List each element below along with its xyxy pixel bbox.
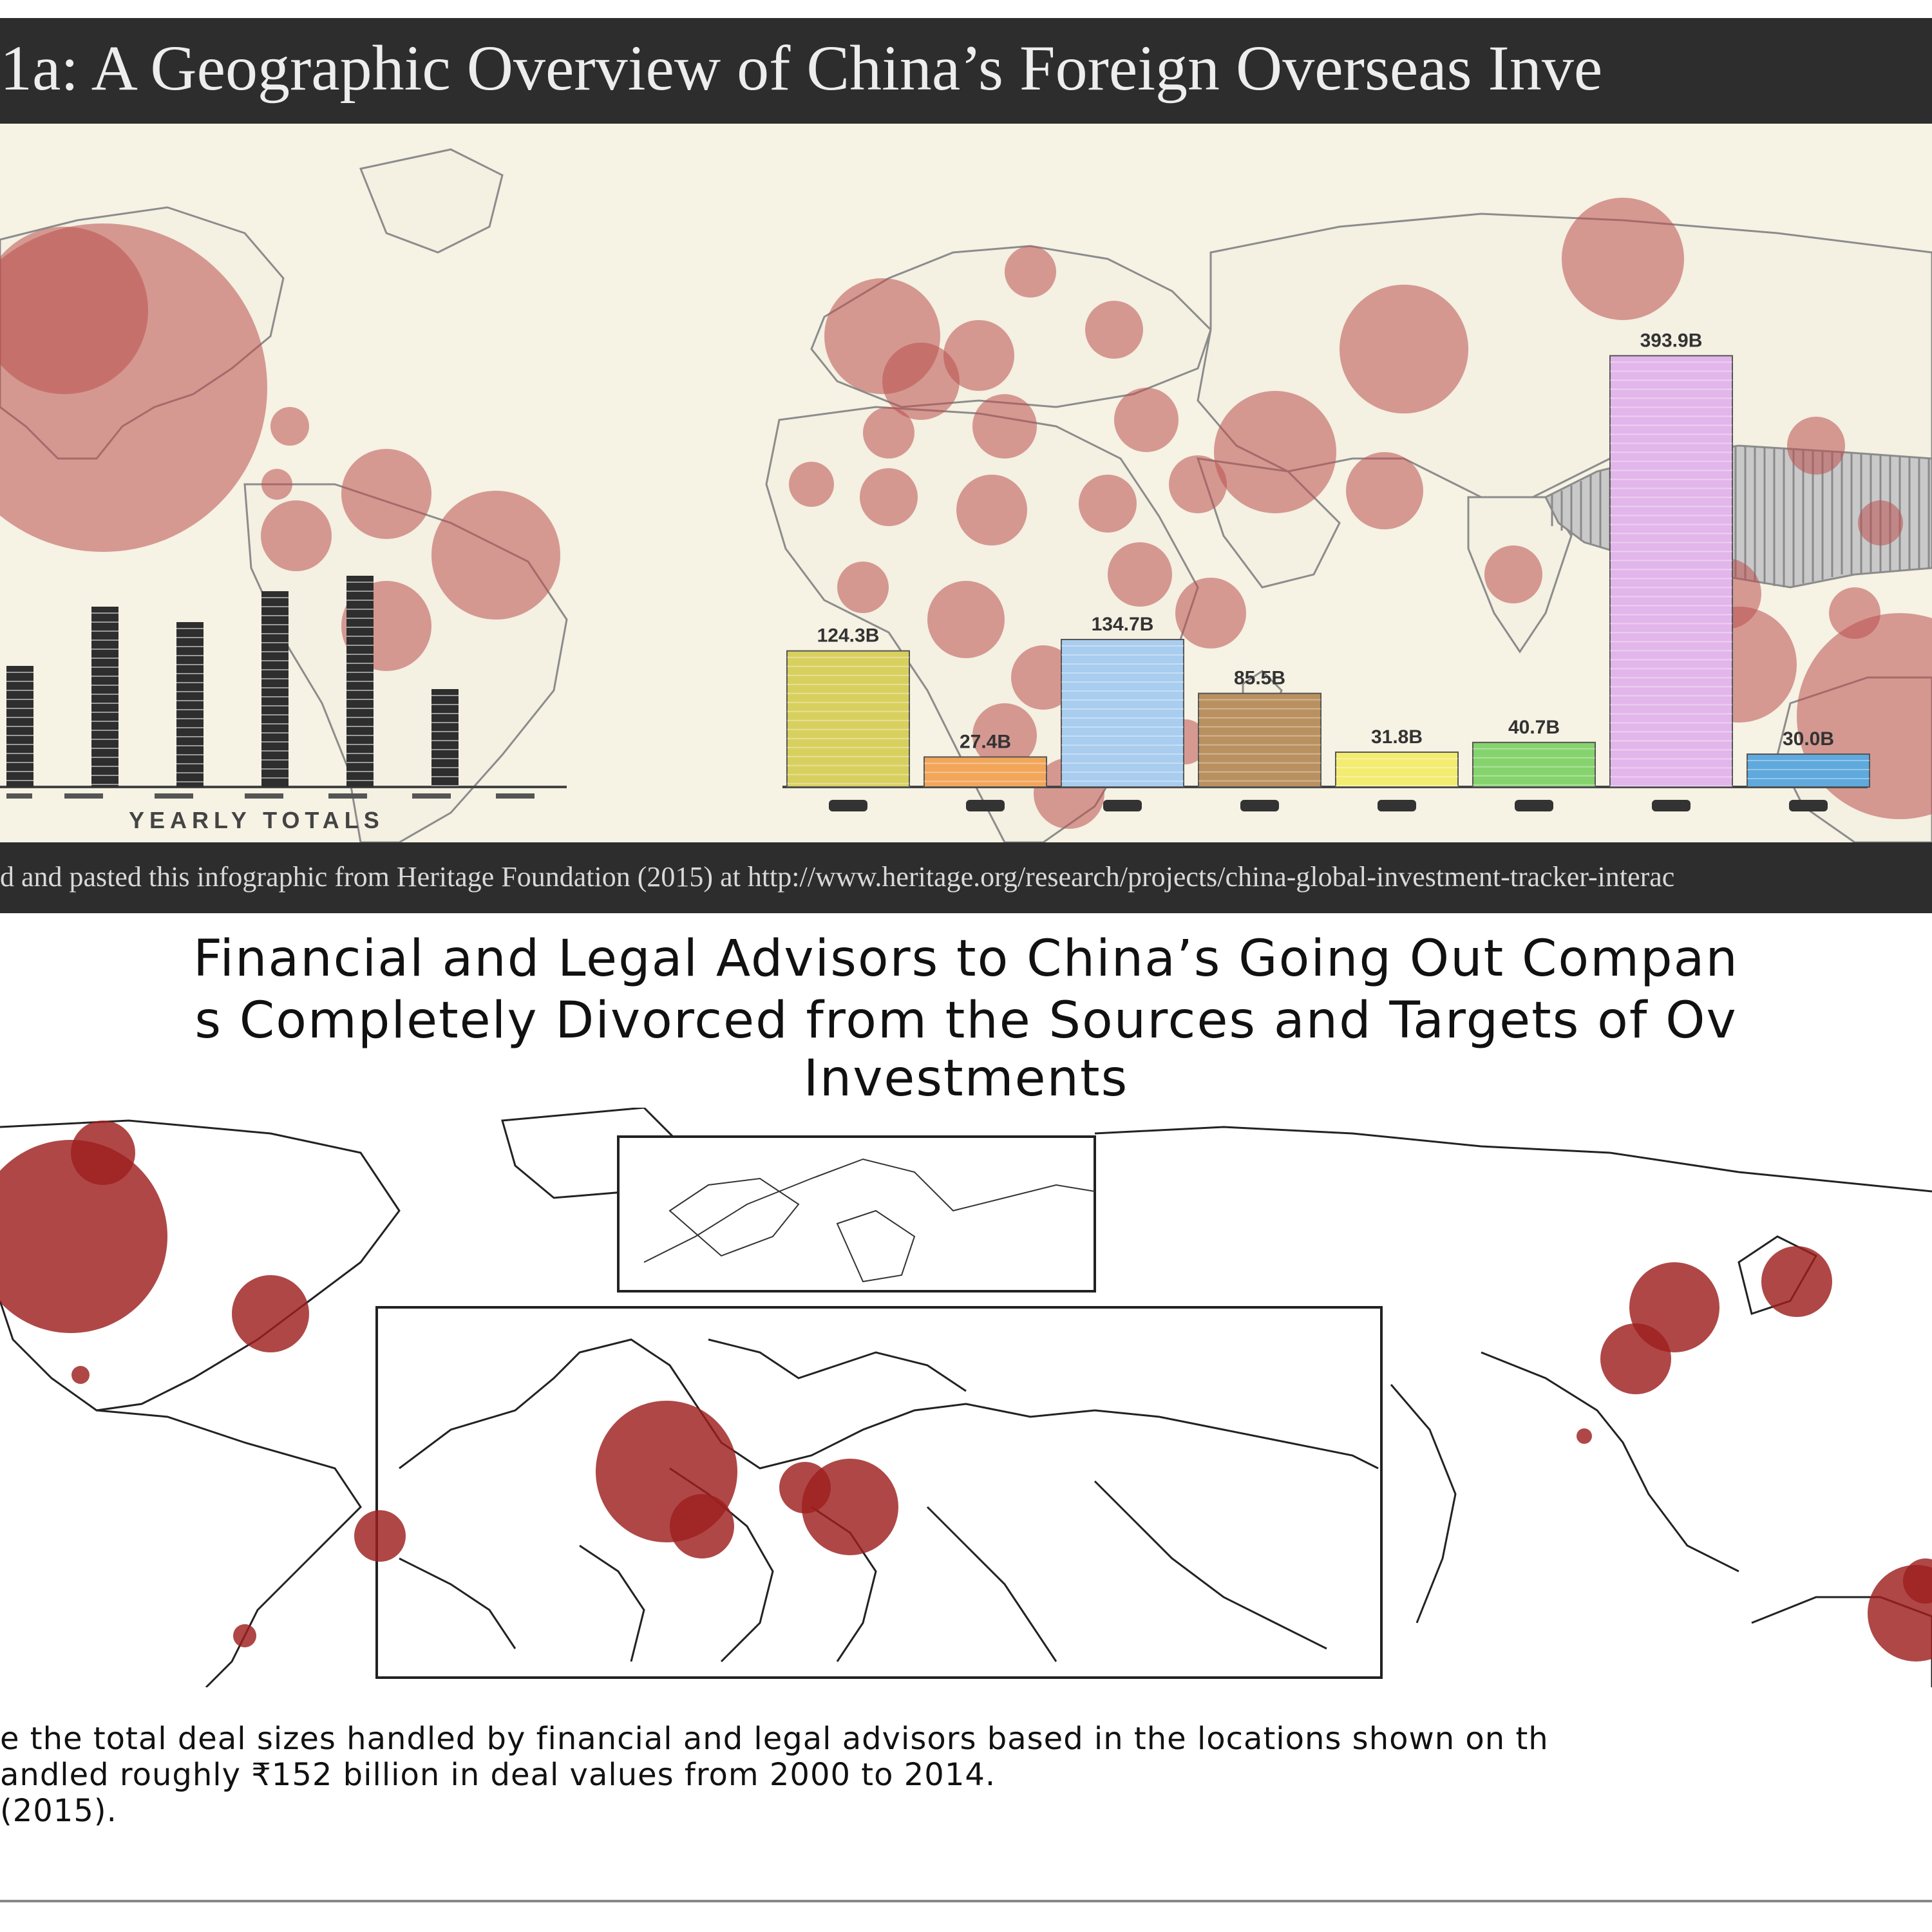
note-line3: (2015). <box>0 1793 117 1829</box>
bubble-turkey <box>1114 388 1179 452</box>
advisor-bubble-korea-japan <box>1761 1246 1832 1317</box>
technology-icon <box>1789 800 1828 811</box>
sa-outline <box>96 1409 362 1687</box>
bottom-title-line2: s Completely Divorced from the Sources a… <box>194 992 1738 1050</box>
bubble-scandinavia <box>1005 246 1056 298</box>
yearly-bar <box>91 607 118 787</box>
top-header-bar: 1a: A Geographic Overview of China’s For… <box>0 18 1932 124</box>
agriculture-icon <box>966 800 1005 811</box>
sector-bar <box>923 756 1047 788</box>
investment-map-svg: YEARLY TOTALS 124.3B 27.4B 134.7B 85.5B 31.8… <box>0 148 1932 842</box>
sector-value-label: 85.5B <box>1234 668 1285 689</box>
advisor-bubble-canada <box>71 1121 135 1185</box>
source-note: d and pasted this infographic from Herit… <box>0 861 1675 893</box>
advisor-map-svg <box>0 1108 1932 1687</box>
bubble-mongolia <box>1787 417 1845 475</box>
bottom-title-line1: Financial and Legal Advisors to China’s … <box>193 930 1739 988</box>
bubble-central-america <box>261 469 292 500</box>
bubble-north-africa-west <box>789 462 834 507</box>
sector-value-label: 124.3B <box>817 625 880 647</box>
bubble-sudan <box>1108 542 1172 607</box>
bubble-russia-east <box>1562 198 1684 320</box>
sector-value-label: 40.7B <box>1508 717 1560 738</box>
sector-bar <box>1609 355 1733 788</box>
sector-bar <box>786 650 910 788</box>
yearly-bar <box>431 689 459 787</box>
top-figure-title: 1a: A Geographic Overview of China’s For… <box>0 32 1603 104</box>
bubble-korea <box>1858 500 1903 545</box>
yearly-totals-chart: YEARLY TOTALS <box>0 576 567 833</box>
plane-icon <box>829 800 867 811</box>
sector-bar <box>1472 741 1596 788</box>
yearly-axis-ticks <box>6 793 535 799</box>
bubble-egypt <box>1079 475 1137 533</box>
investment-map: YEARLY TOTALS 124.3B 27.4B 134.7B 85.5B 31.8… <box>0 124 1932 842</box>
bubble-mexico <box>270 407 309 446</box>
real-estate-icon <box>1103 800 1142 811</box>
advisor-bubble-singapore <box>1577 1428 1592 1444</box>
bubble-usa <box>0 223 267 552</box>
bubble-italy <box>972 394 1037 459</box>
yearly-bar <box>261 591 289 787</box>
advisor-bubble-east-coast <box>232 1275 309 1352</box>
bubble-west-africa <box>837 562 889 613</box>
bubble-iran <box>1214 391 1336 513</box>
sector-value-label: 30.0B <box>1783 728 1834 750</box>
advisor-bubble-australia <box>1868 1565 1932 1662</box>
bottom-title-line3: Investments <box>803 1050 1129 1108</box>
finance-icon <box>1515 800 1553 811</box>
sector-value-label: 27.4B <box>960 731 1011 752</box>
source-bar: d and pasted this infographic from Herit… <box>0 842 1932 913</box>
metals-icon <box>1240 800 1279 811</box>
advisor-bubble-argentina <box>233 1624 256 1647</box>
bubble-germany <box>943 320 1014 391</box>
chemicals-icon <box>1378 800 1416 811</box>
bubble-algeria <box>860 468 918 526</box>
advisor-bubbles <box>0 1121 1932 1662</box>
bubble-nigeria <box>927 581 1005 658</box>
bubble-peru <box>261 500 332 571</box>
sector-totals-chart: 124.3B 27.4B 134.7B 85.5B 31.8B 40.7B 393.9B 30… <box>782 330 1870 811</box>
advisor-bubble-brazil <box>354 1510 406 1562</box>
sector-value-label: 393.9B <box>1640 330 1703 351</box>
bubble-congo <box>1011 645 1075 710</box>
bubble-spain <box>863 407 914 459</box>
yearly-totals-label: YEARLY TOTALS <box>129 807 384 833</box>
europe-reference-outline <box>643 1158 1095 1283</box>
sector-bar <box>1061 639 1184 788</box>
yearly-bar <box>176 622 204 787</box>
africa-edge-outline <box>1390 1384 1457 1624</box>
note-line2: andled roughly ₹152 billion in deal valu… <box>0 1757 996 1793</box>
advisor-bubble-north-america <box>0 1140 167 1333</box>
sector-bar <box>1747 753 1870 788</box>
sector-bar <box>1198 692 1321 788</box>
europe-reference-box <box>617 1135 1096 1293</box>
bubble-venezuela <box>341 449 431 539</box>
sea-outline <box>1481 1351 1739 1573</box>
advisor-bubble-netherlands <box>670 1494 734 1558</box>
energy-icon <box>1652 800 1690 811</box>
bottom-rule <box>0 1900 1932 1902</box>
advisor-bubble-germany <box>802 1459 898 1555</box>
sector-bar <box>1335 751 1459 788</box>
bubble-iraq <box>1169 455 1227 513</box>
sector-value-label: 134.7B <box>1092 614 1154 635</box>
bubble-france <box>882 343 960 420</box>
bubble-pakistan <box>1346 452 1423 529</box>
bubble-india <box>1484 545 1542 603</box>
bubble-libya <box>956 475 1027 545</box>
bubble-russia-west <box>1085 301 1143 359</box>
greenland-shape <box>359 148 504 254</box>
bubble-brazil <box>431 491 560 620</box>
advisor-map <box>0 1108 1932 1687</box>
bubble-ethiopia <box>1175 578 1246 649</box>
asia-outline <box>1094 1126 1932 1193</box>
bubble-angola <box>972 703 1037 768</box>
note-line1: e the total deal sizes handled by financ… <box>0 1721 1549 1757</box>
sector-value-label: 31.8B <box>1371 726 1423 748</box>
advisor-bubble-hong-kong <box>1600 1323 1671 1394</box>
bubble-kazakhstan <box>1340 285 1468 413</box>
advisor-bubble-caribbean <box>71 1366 90 1384</box>
